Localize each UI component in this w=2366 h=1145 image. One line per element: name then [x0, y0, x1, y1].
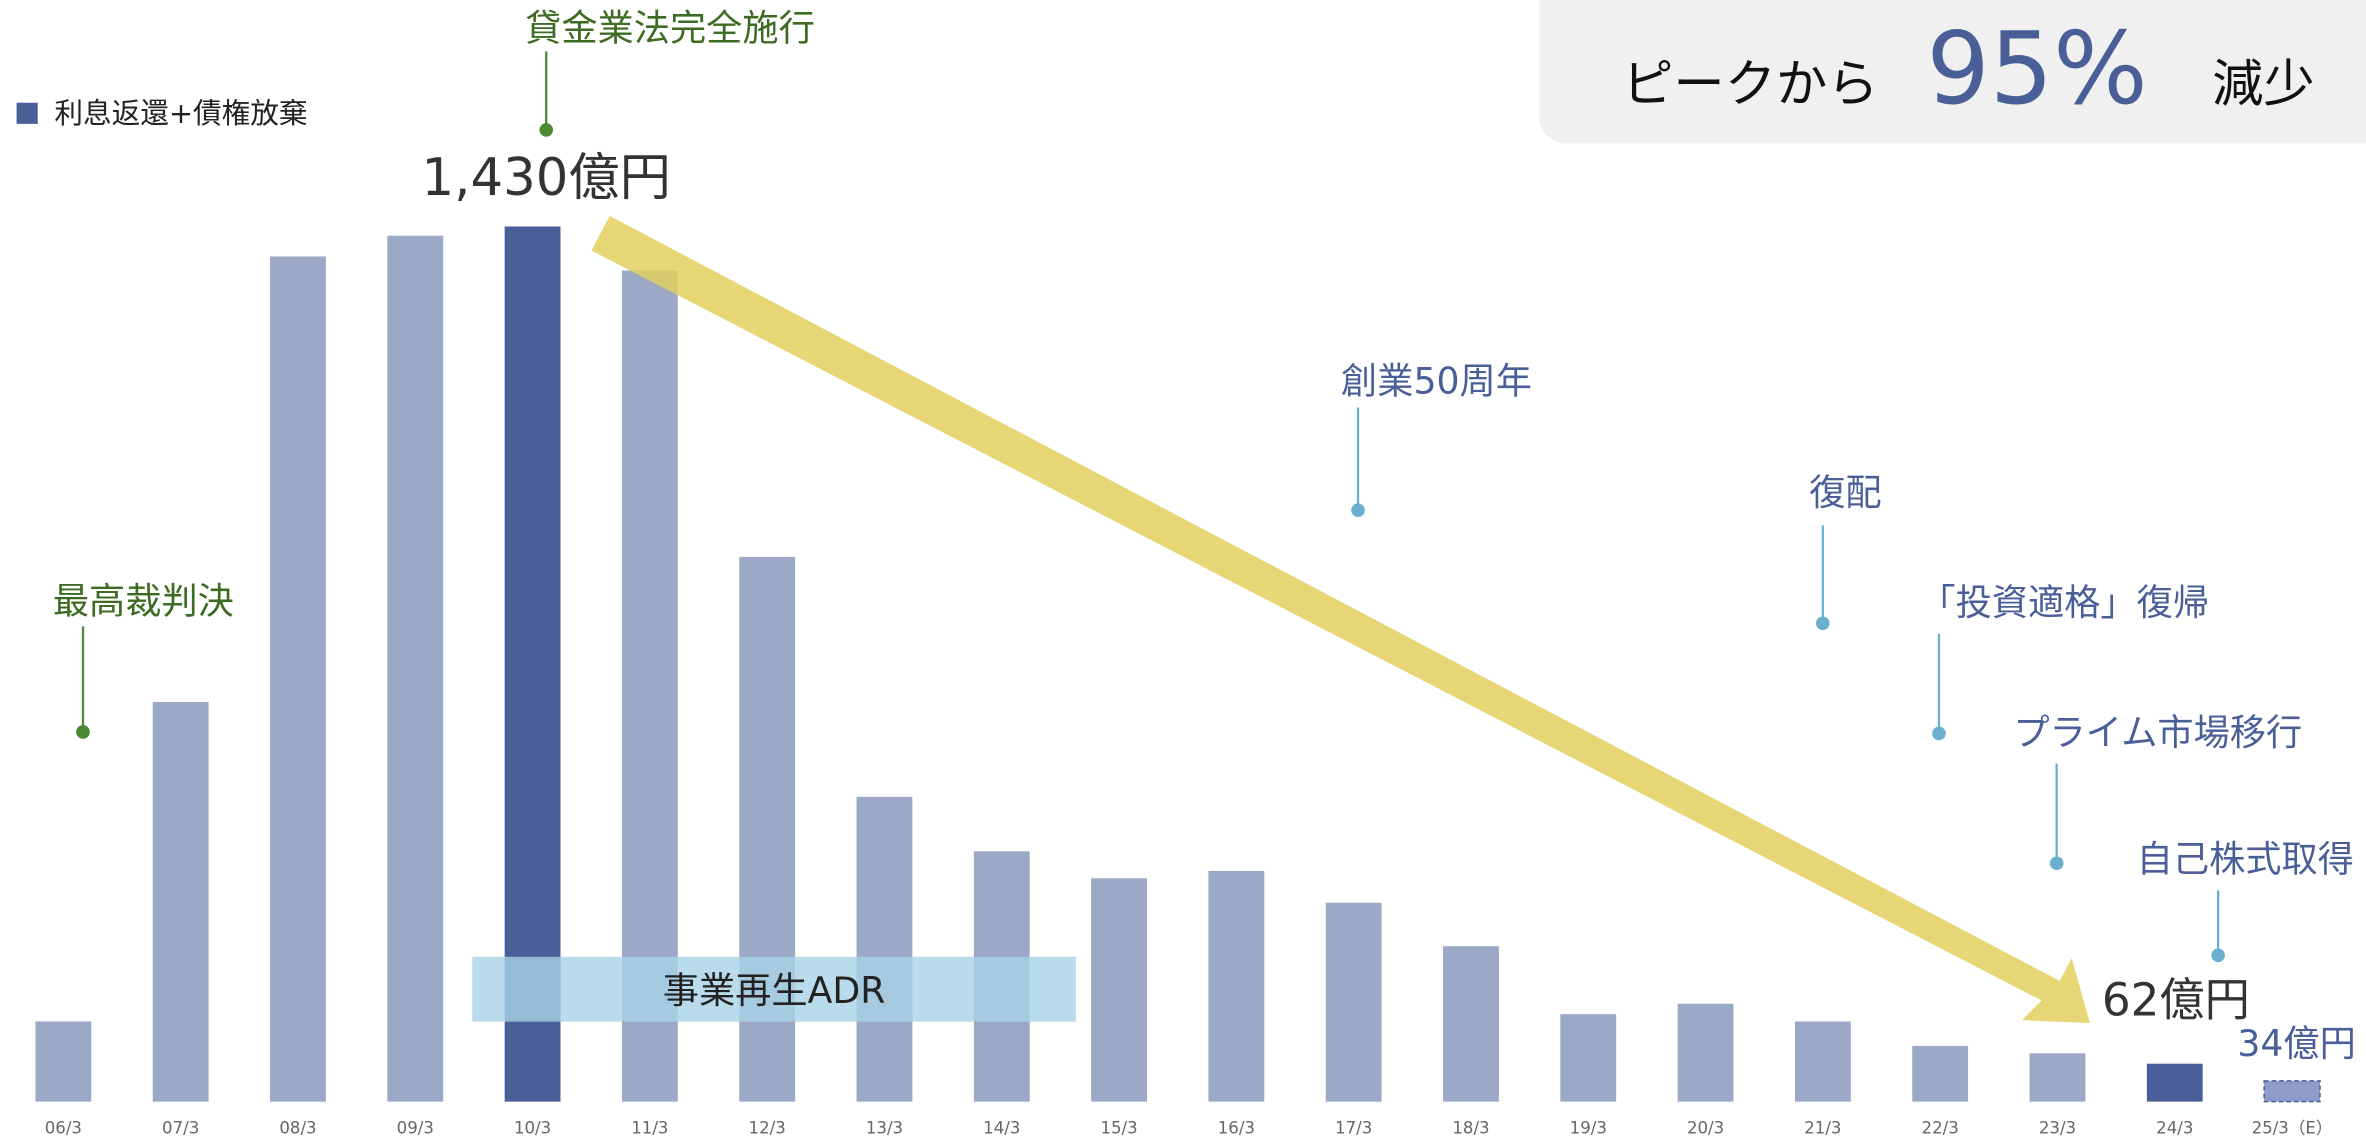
annotation-label: 最高裁判決 — [53, 580, 234, 623]
x-tick-label: 17/3 — [1335, 1118, 1372, 1137]
x-tick-label: 08/3 — [279, 1118, 316, 1137]
x-tick-label: 14/3 — [983, 1118, 1020, 1137]
x-tick-label: 22/3 — [1922, 1118, 1959, 1137]
value-label: 1,430億円 — [422, 148, 671, 208]
x-tick-label: 13/3 — [866, 1118, 903, 1137]
legend-label: 利息返還+債権放棄 — [54, 96, 307, 130]
bar — [1443, 946, 1499, 1102]
bar — [270, 256, 326, 1102]
x-tick-label: 24/3 — [2156, 1118, 2193, 1137]
value-label: 34億円 — [2237, 1022, 2355, 1065]
x-tick-label: 25/3（E） — [2252, 1118, 2333, 1137]
annotation-dot — [76, 725, 90, 739]
bar — [35, 1021, 92, 1102]
annotation-dot — [1932, 726, 1946, 741]
x-tick-label: 10/3 — [514, 1118, 551, 1137]
bar — [1794, 1021, 1851, 1102]
bar — [856, 796, 913, 1102]
annotation-label: プライム市場移行 — [2013, 711, 2302, 754]
bar — [152, 701, 209, 1102]
bar — [2146, 1063, 2203, 1102]
callout-figure: 95% — [1926, 12, 2147, 127]
x-tick-label: 16/3 — [1218, 1118, 1255, 1137]
annotation-dot — [539, 123, 554, 137]
callout-prefix: ピークから — [1622, 55, 1878, 115]
x-tick-label: 11/3 — [631, 1118, 668, 1137]
x-tick-label: 21/3 — [1804, 1118, 1841, 1137]
adr-band — [472, 956, 1076, 1022]
bar — [1091, 878, 1147, 1102]
bar — [1560, 1014, 1617, 1102]
callout-suffix: 減少 — [2212, 55, 2315, 115]
x-tick-label: 19/3 — [1570, 1118, 1607, 1137]
bar — [1208, 870, 1265, 1102]
annotation-label: 復配 — [1809, 471, 1881, 514]
annotation-label: 自己株式取得 — [2137, 838, 2354, 881]
annotation-dot — [2211, 948, 2225, 963]
bar — [2263, 1080, 2321, 1103]
bar — [1677, 1003, 1734, 1102]
decline-arrow — [591, 215, 2090, 1024]
x-tick-label: 09/3 — [397, 1118, 434, 1137]
callout-box — [1539, 0, 2366, 144]
x-tick-label: 12/3 — [749, 1118, 786, 1137]
bar — [1325, 902, 1382, 1102]
x-tick-label: 23/3 — [2039, 1118, 2076, 1137]
annotation-label: 創業50周年 — [1341, 359, 1532, 402]
x-tick-label: 18/3 — [1452, 1118, 1489, 1137]
bar — [387, 235, 444, 1102]
annotation-label: 貸金業法完全施行 — [525, 6, 815, 49]
bar — [1912, 1045, 1969, 1102]
annotation-label: 「投資適格」復帰 — [1919, 581, 2209, 624]
adr-label: 事業再生ADR — [663, 969, 886, 1012]
bar — [2029, 1053, 2086, 1102]
x-tick-label: 15/3 — [1100, 1118, 1137, 1137]
annotation-dot — [1815, 616, 1830, 631]
bar — [504, 226, 561, 1102]
x-tick-label: 06/3 — [45, 1118, 82, 1137]
annotation-dot — [1351, 503, 1365, 517]
value-label: 62億円 — [2102, 974, 2250, 1027]
annotation-dot — [2049, 856, 2064, 871]
legend-swatch — [16, 102, 38, 124]
x-tick-label: 20/3 — [1687, 1118, 1724, 1137]
x-tick-label: 07/3 — [162, 1118, 199, 1137]
